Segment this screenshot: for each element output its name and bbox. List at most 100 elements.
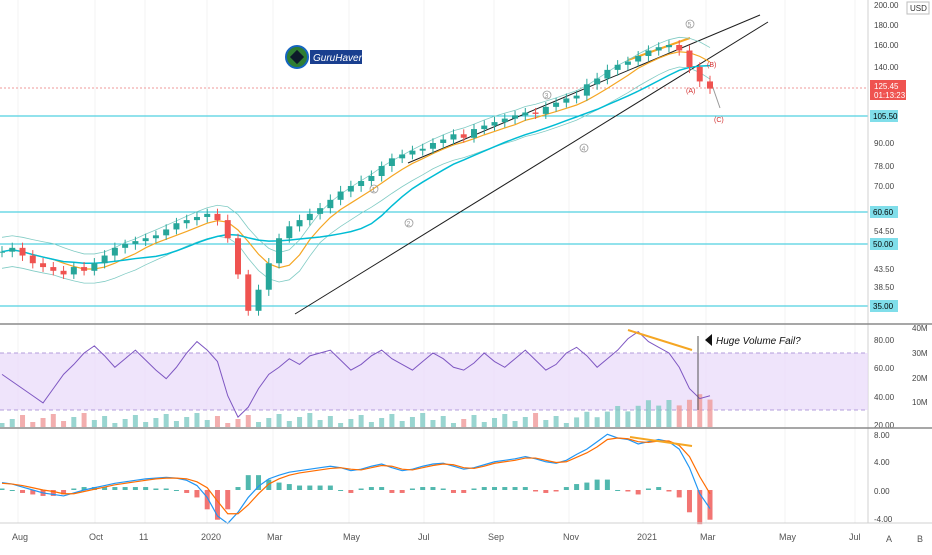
price-tick-label: 43.50 [874, 265, 895, 274]
price-tick-label: 180.00 [874, 21, 899, 30]
candle-body [501, 118, 508, 123]
macd-histogram-bar [71, 488, 77, 490]
volume-bar [235, 419, 241, 427]
candle-body [624, 61, 631, 65]
candle-body [686, 50, 693, 67]
macd-histogram-bar [297, 485, 303, 490]
volume-bar [543, 420, 549, 427]
price-axis[interactable]: 200.00 180.00 160.00 140.00 90.00 78.00 70.00 5… [867, 0, 932, 523]
volume-bar [143, 422, 149, 427]
macd-histogram-bar [173, 490, 179, 491]
macd-histogram-bar [440, 488, 446, 490]
macd-histogram-bar [132, 487, 138, 490]
volume-bar [71, 417, 77, 427]
candle-body [101, 255, 108, 264]
currency-badge[interactable] [906, 1, 930, 15]
candle-body [614, 64, 621, 70]
candle-body [553, 102, 560, 107]
macd-histogram-bar [430, 487, 436, 490]
price-axis-bg [868, 0, 932, 323]
volume-bar [676, 405, 682, 427]
volume-bar [635, 405, 641, 427]
candle-body [645, 50, 652, 56]
volume-bar [409, 417, 415, 427]
candle-body [471, 129, 477, 138]
macd-histogram-bar [9, 490, 15, 491]
projection-arrow[interactable] [711, 84, 721, 109]
volume-bar [563, 423, 569, 427]
price-pane-background [0, 0, 868, 323]
volume-bar [584, 411, 590, 427]
divergence-line-macd[interactable] [629, 436, 693, 447]
volume-bar [697, 394, 703, 427]
rsi-band [0, 353, 868, 410]
horizontal-levels[interactable] [0, 87, 868, 307]
candle-body [707, 81, 713, 89]
volume-bar [61, 421, 67, 427]
candle-body [142, 238, 149, 242]
macd-pane[interactable]: 8.00 4.00 0.00 -4.00 [0, 431, 893, 525]
macd-histogram-bar [399, 490, 405, 493]
wave-label: 1 [372, 187, 376, 194]
macd-tick-label: 4.00 [874, 458, 890, 467]
rsi-line [1, 330, 711, 418]
volume-bar [338, 423, 344, 427]
wave-label: 5 [688, 22, 692, 29]
macd-histogram-bar [471, 488, 477, 490]
macd-signal-line [1, 437, 711, 515]
volume-tick-labels: 40M 30M 20M 10M [912, 324, 928, 407]
volume-bar [0, 423, 5, 427]
level-badge-bg [870, 238, 898, 250]
bookmark-button[interactable]: B [917, 534, 923, 544]
time-tick-label: Mar [700, 532, 716, 542]
candle-body [594, 78, 601, 85]
price-tick-label: 200.00 [874, 1, 899, 10]
rsi-tick-label: 40.00 [874, 393, 895, 402]
macd-histogram-bar [317, 485, 323, 490]
candle-body [265, 263, 272, 290]
last-price-badge [870, 80, 906, 100]
annotation-arrow-icon [705, 334, 712, 346]
candle-body [635, 56, 642, 62]
volume-bar [471, 415, 477, 427]
band-upper-line [1, 36, 711, 255]
macd-histogram-bar [450, 490, 456, 493]
candle-body [296, 220, 303, 227]
volume-bar [40, 418, 46, 427]
volume-bar [645, 400, 651, 427]
time-tick-label: Aug [12, 532, 28, 542]
macd-histogram-bar [61, 490, 67, 495]
macd-histogram-bar [533, 490, 539, 492]
time-tick-label: Nov [563, 532, 580, 542]
price-tick-label: 140.00 [874, 63, 899, 72]
auto-scale-button[interactable]: A [886, 534, 892, 544]
time-tick-label: Sep [488, 532, 504, 542]
volume-bar [163, 414, 169, 427]
ma-slow-line [1, 64, 711, 264]
rsi-pane[interactable]: Huge Volume Fail? 80.00 60.00 40.00 20.00 4… [0, 324, 928, 430]
volume-bar [256, 422, 262, 427]
volume-bar [317, 420, 323, 427]
price-tick-labels: 200.00 180.00 160.00 140.00 90.00 78.00 70.00 5… [874, 1, 899, 292]
candle-body [676, 45, 683, 51]
time-axis[interactable]: Aug Oct 11 2020 Mar May Jul Sep Nov 2021 Mar May Jul… [0, 522, 932, 544]
time-tick-label: Oct [89, 532, 104, 542]
macd-histogram-bar [358, 488, 364, 490]
volume-bar [625, 411, 631, 427]
volume-bar [245, 415, 251, 427]
macd-histogram-bar [697, 490, 703, 525]
volume-bar [276, 414, 282, 427]
volume-bar [666, 400, 672, 427]
divergence-line-rsi[interactable] [627, 329, 693, 351]
time-tick-label: May [779, 532, 797, 542]
volume-bar [307, 413, 313, 427]
elliott-wave-labels: 5 3 1 2 4 (A) (B) (C) [369, 19, 724, 228]
level-badge-label: 50.00 [873, 240, 894, 249]
candle-body [696, 67, 703, 82]
macd-histogram-bar [276, 482, 282, 490]
volume-bar [286, 421, 292, 427]
macd-histogram-bar [522, 487, 528, 490]
price-pane[interactable]: 5 3 1 2 4 (A) (B) (C) GuruHaven [0, 0, 868, 523]
